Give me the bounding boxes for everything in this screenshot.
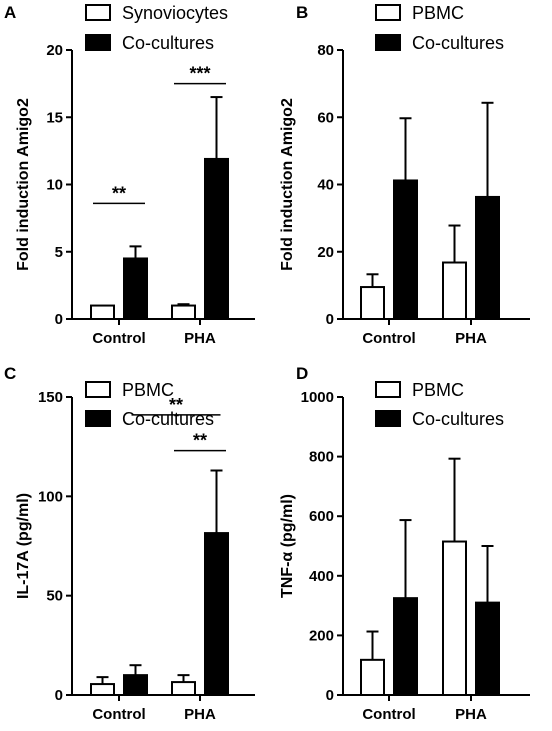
bar-solid [475,195,500,320]
y-tick-label: 0 [55,311,63,328]
y-tick-label: 10 [46,177,63,194]
bar-open [90,304,115,320]
bar-solid [393,597,418,697]
y-tick-label: 1000 [301,389,334,406]
y-tick-label: 800 [309,449,334,466]
x-tick-label: PHA [455,330,487,347]
y-tick-label: 400 [309,568,334,585]
y-axis-label: IL-17A (pg/ml) [15,493,32,599]
y-axis-label: Fold induction Amigo2 [279,98,296,271]
x-tick-label: PHA [184,330,216,347]
panel-letter: B [296,3,308,22]
legend-label: PBMC [412,3,464,23]
legend-label: Co-cultures [122,409,214,429]
y-tick-label: 15 [46,109,63,126]
significance-label: ** [169,395,183,415]
legend-swatch-open [375,381,401,398]
y-tick-label: 60 [317,109,334,126]
legend-swatch-solid [85,34,111,51]
significance-label: ** [112,183,126,203]
legend-swatch-solid [85,410,111,427]
y-tick-label: 80 [317,42,334,59]
bar-open [442,540,467,697]
x-tick-label: PHA [455,706,487,723]
bar-solid [204,532,229,696]
panel-letter: D [296,364,308,383]
legend-swatch-open [375,4,401,21]
legend-label: PBMC [412,380,464,400]
chart-panel-b: B 0 20 40 60 80 Fold induction Amigo2 Control PH… [279,3,530,347]
legend-swatch-solid [375,34,401,51]
legend-swatch-open [85,4,111,21]
x-tick-label: Control [92,330,145,347]
legend-label: Co-cultures [412,33,504,53]
bar-open [171,304,196,320]
x-tick-label: Control [92,706,145,723]
y-tick-label: 0 [326,311,334,328]
bar-solid [123,257,148,321]
panel-letter: A [4,3,16,22]
y-axis-label: Fold induction Amigo2 [15,98,32,271]
legend-label: Co-cultures [412,409,504,429]
bar-open [171,681,196,697]
chart-panel-a: A 0 5 10 15 20 Fold induction Amigo2 Control PHA… [4,3,255,347]
bar-solid [123,674,148,697]
legend-swatch-open [85,381,111,398]
significance-label: *** [189,64,210,84]
bar-open [442,261,467,321]
panel-letter: C [4,364,16,383]
significance-label: ** [193,431,207,451]
bar-open [360,286,385,320]
bar-open [90,683,115,696]
y-tick-label: 200 [309,627,334,644]
y-tick-label: 5 [55,244,63,261]
legend-label: PBMC [122,380,174,400]
x-tick-label: Control [362,706,415,723]
legend-label: Synoviocytes [122,3,228,23]
legend-label: Co-cultures [122,33,214,53]
y-tick-label: 40 [317,177,334,194]
bar-solid [475,601,500,696]
y-tick-label: 150 [38,389,63,406]
y-tick-label: 0 [55,687,63,704]
legend-swatch-solid [375,410,401,427]
y-tick-label: 0 [326,687,334,704]
bar-solid [393,179,418,320]
y-tick-label: 20 [46,42,63,59]
y-axis-label: TNF-α (pg/ml) [279,494,296,598]
bar-solid [204,157,229,320]
bar-open [360,658,385,696]
y-tick-label: 600 [309,508,334,525]
y-tick-label: 20 [317,244,334,261]
x-tick-label: Control [362,330,415,347]
chart-panel-d: D 0 200 400 600 800 1000 TNF-α (pg/ml) Control PH… [279,364,530,723]
y-tick-label: 100 [38,488,63,505]
x-tick-label: PHA [184,706,216,723]
y-tick-label: 50 [46,588,63,605]
